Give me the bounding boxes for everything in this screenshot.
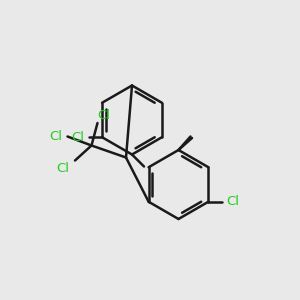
Text: Cl: Cl bbox=[49, 130, 62, 143]
Text: Cl: Cl bbox=[97, 109, 110, 122]
Text: Cl: Cl bbox=[56, 161, 70, 175]
Text: Cl: Cl bbox=[72, 131, 85, 144]
Text: Cl: Cl bbox=[226, 195, 239, 208]
